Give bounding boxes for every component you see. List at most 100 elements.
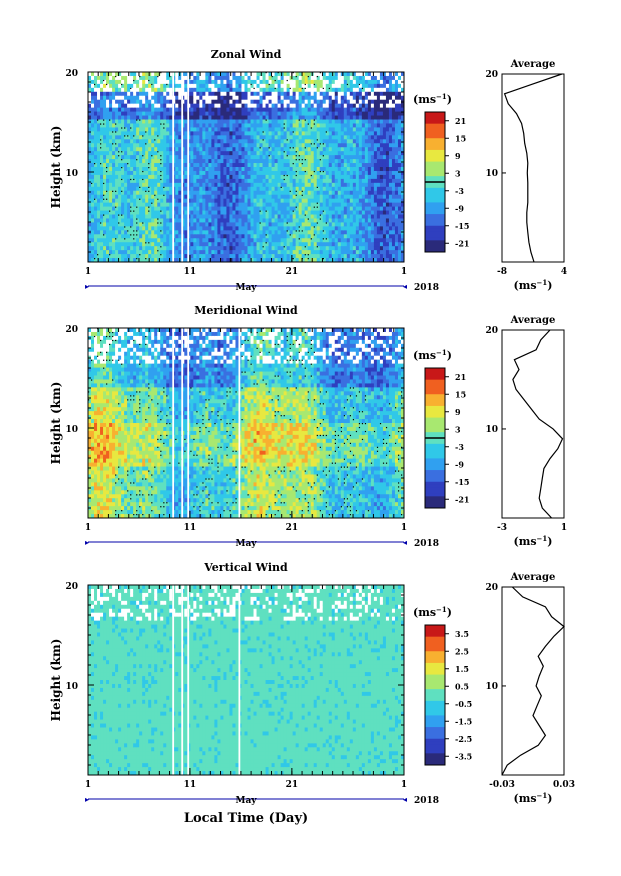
- heatmap-cell: [220, 147, 225, 152]
- heatmap-cell: [106, 238, 110, 243]
- heatmap-cell: [196, 87, 200, 93]
- heatmap-cell: [214, 131, 219, 136]
- heatmap-cell: [139, 147, 143, 152]
- heatmap-cell: [355, 83, 360, 89]
- heatmap-cell: [100, 91, 104, 97]
- heatmap-cell: [115, 107, 119, 113]
- heatmap-cell: [256, 91, 261, 97]
- heatmap-cell: [373, 87, 378, 93]
- heatmap-cell: [253, 115, 258, 121]
- heatmap-cell: [121, 246, 125, 251]
- heatmap-cell: [283, 147, 288, 152]
- heatmap-cell: [280, 186, 285, 192]
- heatmap-cell: [271, 170, 276, 176]
- heatmap-cell: [301, 167, 306, 172]
- heatmap-cell: [301, 131, 306, 136]
- heatmap-cell: [226, 222, 231, 227]
- heatmap-cell: [301, 139, 306, 144]
- heatmap-cell: [286, 155, 291, 160]
- heatmap-cell: [247, 155, 252, 160]
- heatmap-cell: [118, 131, 122, 136]
- heatmap-cell: [259, 143, 264, 148]
- heatmap-cell: [289, 206, 294, 212]
- heatmap-cell: [238, 135, 243, 140]
- heatmap-cell: [100, 194, 104, 200]
- heatmap-cell: [331, 246, 336, 251]
- heatmap-cell: [145, 218, 149, 224]
- heatmap-cell: [325, 194, 330, 200]
- heatmap-cell: [88, 178, 92, 184]
- heatmap-cell: [295, 135, 300, 140]
- heatmap-cell: [181, 107, 185, 113]
- heatmap-cell: [148, 182, 152, 188]
- heatmap-cell: [127, 79, 131, 85]
- heatmap-cell: [157, 186, 161, 192]
- heatmap-cell: [364, 75, 369, 81]
- heatmap-cell: [367, 115, 372, 121]
- heatmap-cell: [376, 163, 381, 168]
- heatmap-cell: [94, 127, 98, 132]
- heatmap-cell: [121, 87, 125, 93]
- heatmap-cell: [94, 72, 98, 77]
- heatmap-cell: [304, 254, 309, 259]
- heatmap-cell: [208, 218, 212, 224]
- heatmap-cell: [265, 202, 270, 208]
- heatmap-cell: [343, 155, 348, 160]
- heatmap-cell: [202, 119, 206, 125]
- heatmap-cell: [283, 107, 288, 113]
- heatmap-cell: [124, 167, 128, 172]
- contour-dot: [154, 194, 156, 196]
- heatmap-cell: [343, 127, 348, 132]
- heatmap-cell: [220, 115, 225, 121]
- heatmap-cell: [136, 135, 140, 140]
- heatmap-cell: [286, 79, 291, 85]
- heatmap-cell: [169, 131, 173, 136]
- heatmap-cell: [316, 178, 321, 184]
- heatmap-cell: [370, 111, 375, 117]
- heatmap-cell: [370, 135, 375, 140]
- heatmap-cell: [130, 202, 134, 208]
- heatmap-cell: [370, 72, 375, 77]
- heatmap-cell: [142, 190, 146, 196]
- heatmap-cell: [208, 178, 212, 184]
- heatmap-cell: [271, 163, 276, 168]
- heatmap-cell: [361, 163, 366, 168]
- heatmap-cell: [151, 95, 155, 101]
- heatmap-cell: [148, 151, 152, 156]
- heatmap-cell: [100, 155, 104, 160]
- heatmap-cell: [229, 238, 234, 243]
- heatmap-cell: [139, 151, 143, 156]
- heatmap-cell: [382, 115, 387, 121]
- heatmap-cell: [223, 159, 228, 164]
- heatmap-cell: [181, 202, 185, 208]
- heatmap-cell: [199, 159, 203, 164]
- heatmap-cell: [316, 147, 321, 152]
- heatmap-cell: [376, 167, 381, 172]
- heatmap-cell: [106, 202, 110, 208]
- heatmap-cell: [127, 194, 131, 200]
- heatmap-cell: [355, 143, 360, 148]
- heatmap-cell: [163, 230, 167, 235]
- contour-dot: [160, 123, 162, 125]
- heatmap-cell: [124, 170, 128, 176]
- heatmap-cell: [139, 218, 143, 224]
- heatmap-cell: [328, 119, 333, 125]
- heatmap-cell: [211, 242, 215, 247]
- contour-dot: [298, 119, 300, 121]
- heatmap-cell: [364, 147, 369, 152]
- heatmap-cell: [97, 182, 101, 188]
- heatmap-cell: [172, 83, 176, 89]
- heatmap-cell: [169, 234, 173, 239]
- heatmap-cell: [232, 143, 237, 148]
- heatmap-cell: [286, 72, 291, 77]
- heatmap-cell: [313, 230, 318, 235]
- heatmap-cell: [238, 194, 243, 200]
- heatmap-cell: [217, 163, 222, 168]
- heatmap-cell: [97, 202, 101, 208]
- heatmap-cell: [262, 190, 267, 196]
- heatmap-cell: [163, 115, 167, 121]
- heatmap-cell: [127, 230, 131, 235]
- heatmap-cell: [364, 107, 369, 113]
- contour-dot: [145, 143, 147, 145]
- heatmap-cell: [232, 99, 237, 105]
